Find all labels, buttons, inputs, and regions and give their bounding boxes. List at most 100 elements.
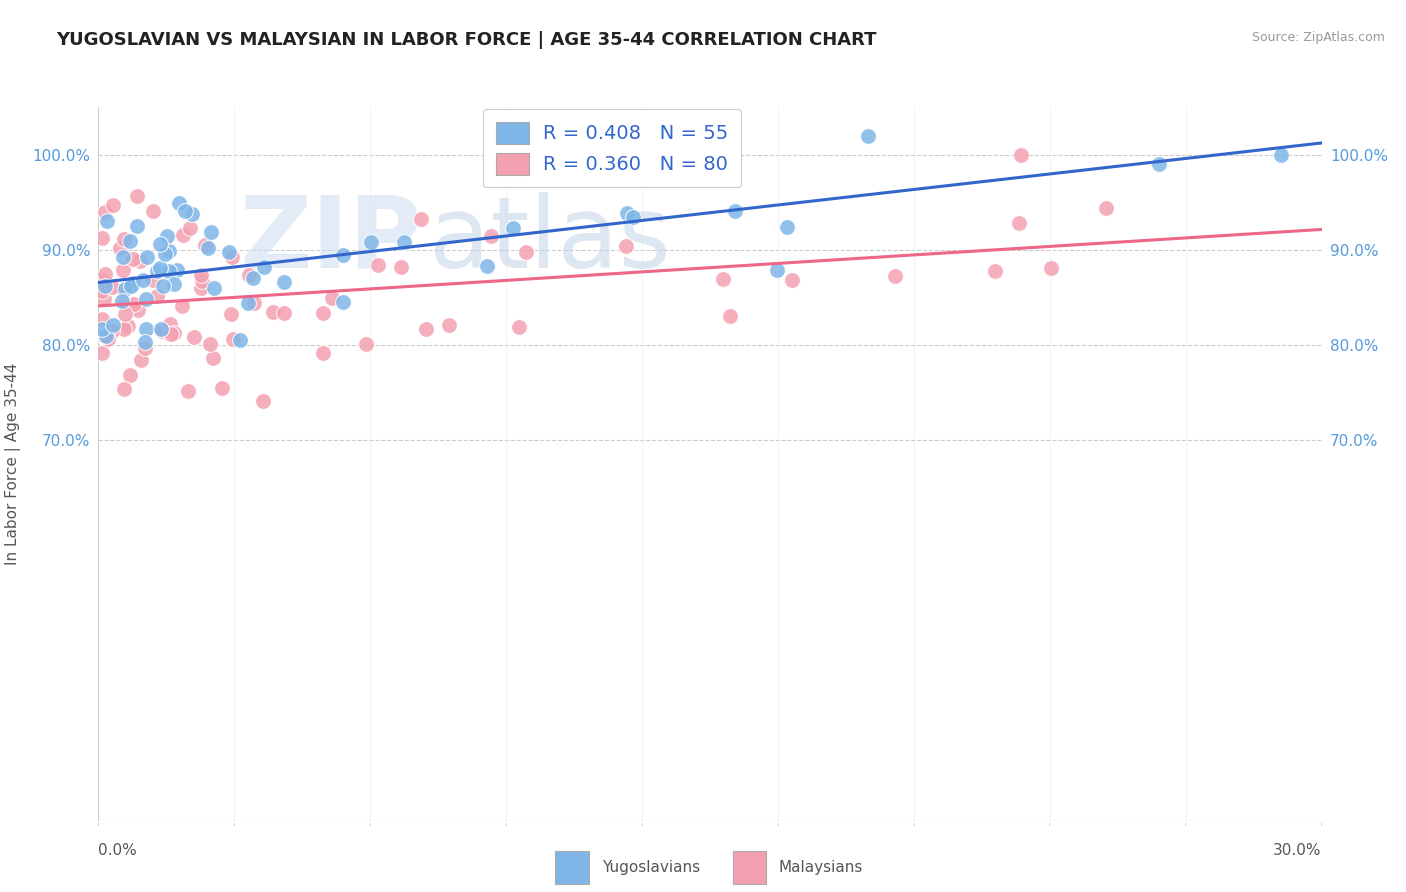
Point: [183, 330, 205, 344]
Point: [780, 272, 803, 286]
Point: [125, 219, 148, 233]
Point: [117, 319, 139, 334]
Point: [169, 195, 191, 210]
Point: [190, 268, 212, 282]
Point: [156, 228, 179, 243]
Point: [354, 337, 377, 351]
FancyBboxPatch shape: [733, 851, 766, 883]
Point: [112, 322, 135, 336]
Point: [120, 234, 142, 248]
Text: Source: ZipAtlas.com: Source: ZipAtlas.com: [1251, 31, 1385, 45]
Point: [149, 237, 172, 252]
Point: [142, 273, 165, 287]
Point: [93, 292, 115, 306]
Point: [114, 307, 136, 321]
Point: [146, 264, 169, 278]
Point: [94, 329, 117, 343]
Point: [883, 268, 905, 283]
Point: [718, 309, 741, 323]
Text: ZIP: ZIP: [239, 192, 422, 289]
Point: [93, 267, 115, 281]
Point: [198, 336, 221, 351]
Point: [321, 291, 343, 305]
Legend: R = 0.408   N = 55, R = 0.360   N = 80: R = 0.408 N = 55, R = 0.360 N = 80: [484, 109, 741, 187]
FancyBboxPatch shape: [555, 851, 589, 883]
Point: [222, 333, 245, 347]
Point: [621, 210, 644, 224]
Point: [262, 305, 284, 319]
Point: [134, 335, 156, 350]
Point: [134, 341, 156, 355]
Point: [122, 276, 145, 290]
Point: [129, 352, 152, 367]
Point: [150, 322, 173, 336]
Point: [1147, 156, 1170, 170]
Point: [101, 318, 124, 333]
Point: [153, 247, 176, 261]
Point: [765, 263, 787, 277]
Point: [94, 205, 117, 219]
Point: [136, 250, 159, 264]
Point: [197, 242, 219, 256]
Point: [163, 277, 186, 292]
Point: [479, 228, 502, 243]
Point: [502, 220, 524, 235]
Point: [616, 205, 638, 219]
Text: 30.0%: 30.0%: [1274, 843, 1322, 858]
Point: [312, 306, 335, 320]
Point: [1010, 147, 1032, 161]
Text: Yugoslavians: Yugoslavians: [602, 860, 700, 875]
Point: [202, 280, 225, 294]
Point: [724, 204, 747, 219]
Point: [332, 248, 354, 262]
Point: [159, 317, 181, 331]
Point: [389, 260, 412, 274]
Y-axis label: In Labor Force | Age 35-44: In Labor Force | Age 35-44: [6, 363, 21, 565]
Point: [120, 368, 142, 383]
Point: [202, 351, 225, 366]
Point: [101, 280, 124, 294]
Point: [146, 289, 169, 303]
Point: [111, 251, 134, 265]
Point: [238, 268, 260, 283]
Point: [194, 237, 217, 252]
Point: [160, 326, 183, 341]
Point: [93, 275, 115, 289]
Point: [221, 250, 243, 264]
Point: [179, 220, 201, 235]
Point: [135, 321, 157, 335]
Point: [984, 264, 1007, 278]
Point: [135, 292, 157, 306]
Point: [360, 235, 382, 249]
Point: [219, 308, 242, 322]
Point: [243, 296, 266, 310]
Point: [94, 329, 117, 343]
Point: [149, 260, 172, 275]
Point: [152, 278, 174, 293]
Point: [157, 264, 180, 278]
Point: [437, 318, 460, 332]
Point: [411, 211, 433, 226]
Point: [91, 231, 114, 245]
Point: [132, 273, 155, 287]
Point: [515, 245, 537, 260]
Point: [218, 244, 240, 259]
Point: [856, 128, 879, 143]
Point: [111, 263, 134, 277]
Point: [273, 306, 295, 320]
Point: [112, 382, 135, 396]
Point: [415, 322, 437, 336]
Point: [1008, 216, 1031, 230]
Point: [191, 274, 214, 288]
Point: [110, 241, 132, 255]
Point: [166, 263, 188, 277]
Point: [332, 295, 354, 310]
Point: [1095, 201, 1118, 215]
Point: [252, 393, 274, 408]
Point: [163, 326, 186, 340]
Point: [111, 284, 134, 298]
Point: [614, 239, 637, 253]
Point: [91, 284, 114, 298]
Point: [114, 296, 136, 310]
Point: [200, 225, 222, 239]
